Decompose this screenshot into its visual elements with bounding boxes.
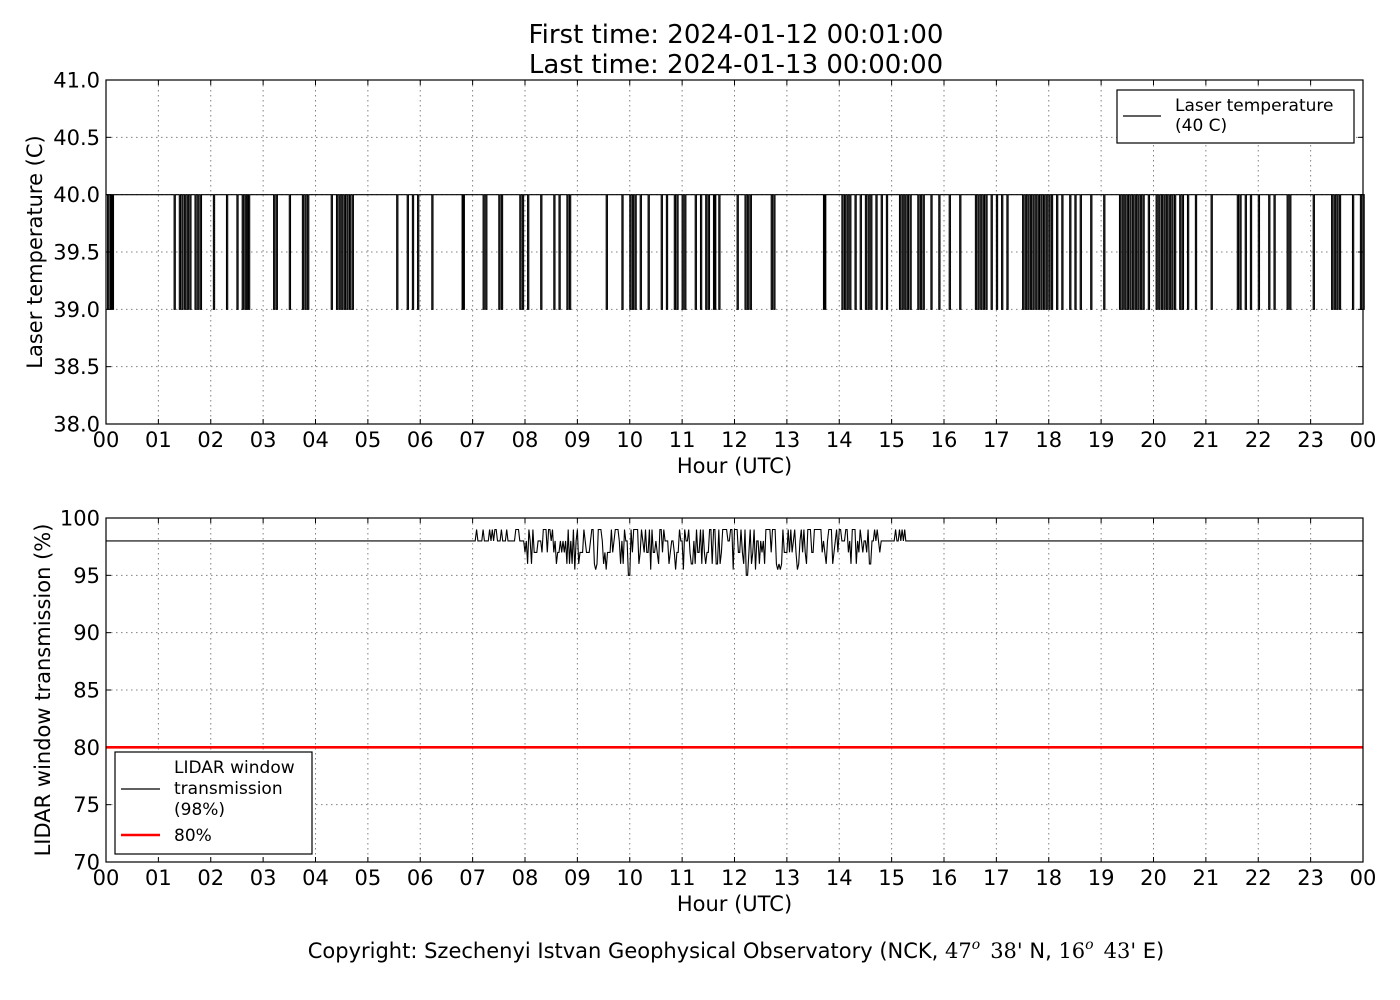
y-tick-label: 90: [73, 621, 100, 645]
x-tick-label: 12: [721, 428, 748, 452]
y-tick-label: 75: [73, 793, 100, 817]
x-tick-label: 07: [459, 428, 486, 452]
x-tick-label: 09: [564, 866, 591, 890]
y-tick-label: 80: [73, 736, 100, 760]
x-tick-label: 01: [145, 866, 172, 890]
x-tick-label: 09: [564, 428, 591, 452]
title-line-2: Last time: 2024-01-13 00:00:00: [529, 50, 943, 80]
y-axis-label: Laser temperature (C): [23, 135, 47, 368]
y-tick-label: 95: [73, 564, 100, 588]
y-tick-label: 85: [73, 679, 100, 703]
x-tick-label: 15: [878, 428, 905, 452]
x-tick-label: 20: [1140, 428, 1167, 452]
copyright-prefix: Copyright: Szechenyi Istvan Geophysical …: [308, 939, 945, 963]
x-tick-label: 04: [302, 866, 329, 890]
x-tick-label: 11: [669, 428, 696, 452]
x-tick-label: 15: [878, 866, 905, 890]
x-tick-label: 02: [197, 428, 224, 452]
latitude-minutes: 38': [990, 939, 1023, 963]
x-tick-label: 17: [983, 428, 1010, 452]
x-tick-label: 04: [302, 428, 329, 452]
copyright: Copyright: Szechenyi Istvan Geophysical …: [308, 937, 1165, 963]
x-tick-label: 17: [983, 866, 1010, 890]
x-tick-label: 00: [1350, 866, 1377, 890]
x-tick-label: 05: [355, 866, 382, 890]
y-tick-label: 39.5: [53, 241, 100, 265]
legend-label: (40 C): [1175, 116, 1227, 136]
y-tick-label: 40.5: [53, 126, 100, 150]
x-tick-label: 11: [669, 866, 696, 890]
x-tick-label: 19: [1088, 866, 1115, 890]
longitude-degree-mark: o: [1085, 937, 1093, 953]
x-tick-label: 13: [774, 428, 801, 452]
x-tick-label: 23: [1297, 428, 1324, 452]
title-line-1: First time: 2024-01-12 00:01:00: [529, 20, 944, 50]
x-tick-label: 20: [1140, 866, 1167, 890]
y-tick-label: 100: [60, 507, 100, 531]
x-tick-label: 08: [512, 428, 539, 452]
longitude-minutes: 43': [1104, 939, 1137, 963]
x-tick-label: 01: [145, 428, 172, 452]
x-tick-label: 22: [1245, 866, 1272, 890]
x-tick-label: 22: [1245, 428, 1272, 452]
x-tick-label: 08: [512, 866, 539, 890]
x-tick-label: 00: [1350, 428, 1377, 452]
lidar-transmission-series: [106, 528, 1363, 576]
legend-label-threshold: 80%: [174, 826, 212, 846]
legend-label: (98%): [174, 800, 225, 820]
x-tick-label: 18: [1035, 428, 1062, 452]
latitude-degree-mark: o: [972, 937, 980, 953]
x-tick-label: 05: [355, 428, 382, 452]
x-tick-label: 18: [1035, 866, 1062, 890]
x-tick-label: 02: [197, 866, 224, 890]
x-tick-label: 13: [774, 866, 801, 890]
x-tick-label: 14: [826, 866, 853, 890]
x-tick-label: 10: [616, 866, 643, 890]
x-tick-label: 06: [407, 866, 434, 890]
y-tick-label: 70: [73, 851, 100, 875]
laser-temperature-chart: 00 01 02 03 04 05 06 07 08 09 10 11 12 13 14 15 16 17 18 19…: [23, 69, 1376, 479]
x-tick-label: 07: [459, 866, 486, 890]
y-tick-label: 38.0: [53, 413, 100, 437]
laser-temperature-series: [106, 194, 1365, 310]
x-tick-label: 03: [250, 428, 277, 452]
x-axis-label: Hour (UTC): [677, 892, 792, 916]
legend-label: LIDAR window: [174, 758, 295, 778]
x-tick-label: 19: [1088, 428, 1115, 452]
x-tick-label: 00: [93, 428, 120, 452]
x-tick-label: 16: [931, 866, 958, 890]
legend: Laser temperature(40 C): [1116, 89, 1355, 144]
latitude-degrees: 47: [945, 939, 972, 963]
x-axis-label: Hour (UTC): [677, 454, 792, 478]
x-tick-label: 12: [721, 866, 748, 890]
legend-label: Laser temperature: [1175, 96, 1333, 116]
y-axis-label: LIDAR window transmission (%): [31, 524, 55, 857]
x-tick-label: 21: [1193, 428, 1220, 452]
y-tick-label: 39.0: [53, 298, 100, 322]
x-tick-label: 23: [1297, 866, 1324, 890]
longitude-hemisphere: E): [1136, 939, 1164, 963]
x-tick-label: 16: [931, 428, 958, 452]
x-tick-label: 21: [1193, 866, 1220, 890]
x-tick-label: 03: [250, 866, 277, 890]
y-tick-label: 38.5: [53, 355, 100, 379]
x-tick-label: 14: [826, 428, 853, 452]
y-tick-label: 40.0: [53, 183, 100, 207]
legend-box: [114, 751, 313, 855]
lidar-transmission-chart: 00 01 02 03 04 05 06 07 08 09 10 11 12 13 14 15 16 17 18 19…: [31, 507, 1376, 917]
plot-frame: [105, 79, 1364, 425]
x-tick-label: 00: [93, 866, 120, 890]
x-tick-label: 06: [407, 428, 434, 452]
y-tick-label: 41.0: [53, 69, 100, 93]
latitude-hemisphere: N,: [1023, 939, 1059, 963]
legend-label: transmission: [174, 779, 283, 799]
longitude-degrees: 16: [1058, 939, 1085, 963]
x-tick-label: 10: [616, 428, 643, 452]
plot-frame: [105, 517, 1364, 863]
